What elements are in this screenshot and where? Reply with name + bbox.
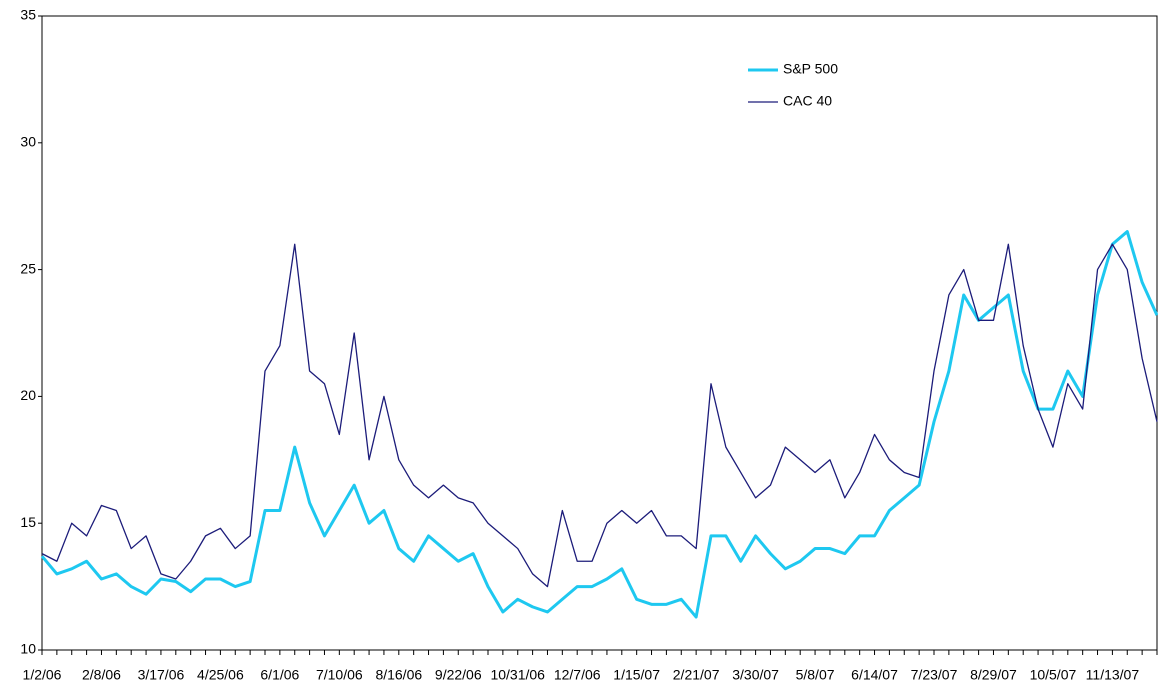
x-tick-label: 8/29/07 bbox=[970, 667, 1017, 683]
series-line bbox=[41, 243, 1158, 588]
y-tick-label: 15 bbox=[20, 514, 36, 530]
x-tick-label: 7/23/07 bbox=[911, 667, 958, 683]
x-tick-label: 3/30/07 bbox=[732, 667, 779, 683]
y-tick-label: 30 bbox=[20, 134, 36, 150]
legend-label: S&P 500 bbox=[783, 61, 838, 77]
plot-frame bbox=[41, 15, 1158, 651]
x-tick-label: 6/14/07 bbox=[851, 667, 898, 683]
y-tick-label: 20 bbox=[20, 387, 36, 403]
x-tick-label: 5/8/07 bbox=[796, 667, 835, 683]
y-tick-label: 25 bbox=[20, 260, 36, 276]
x-tick-label: 1/2/06 bbox=[23, 667, 62, 683]
x-tick-label: 3/17/06 bbox=[138, 667, 185, 683]
x-tick-label: 2/8/06 bbox=[82, 667, 121, 683]
y-tick-label: 10 bbox=[20, 641, 36, 657]
x-tick-label: 7/10/06 bbox=[316, 667, 363, 683]
x-tick-label: 1/15/07 bbox=[613, 667, 660, 683]
x-tick-label: 6/1/06 bbox=[260, 667, 299, 683]
x-tick-label: 10/31/06 bbox=[490, 667, 545, 683]
series-line bbox=[40, 230, 1158, 619]
y-tick-label: 35 bbox=[20, 7, 36, 23]
x-tick-label: 11/13/07 bbox=[1086, 667, 1140, 683]
x-tick-label: 2/21/07 bbox=[673, 667, 720, 683]
x-tick-label: 9/22/06 bbox=[435, 667, 482, 683]
x-tick-label: 12/7/06 bbox=[554, 667, 601, 683]
x-tick-label: 10/5/07 bbox=[1030, 667, 1077, 683]
legend-label: CAC 40 bbox=[783, 93, 832, 109]
x-tick-label: 4/25/06 bbox=[197, 667, 244, 683]
x-tick-label: 8/16/06 bbox=[375, 667, 422, 683]
